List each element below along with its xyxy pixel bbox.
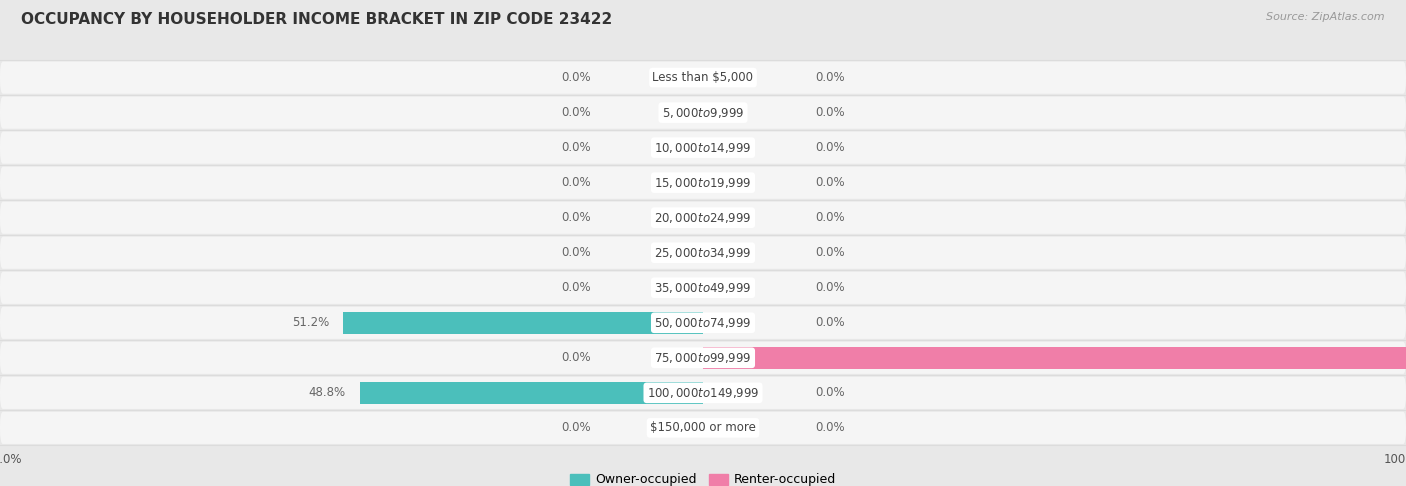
Text: 0.0%: 0.0% <box>815 106 845 119</box>
FancyBboxPatch shape <box>0 377 1406 409</box>
FancyBboxPatch shape <box>0 61 1406 94</box>
Text: 0.0%: 0.0% <box>815 281 845 294</box>
Text: 0.0%: 0.0% <box>815 141 845 154</box>
Text: $15,000 to $19,999: $15,000 to $19,999 <box>654 175 752 190</box>
Text: $10,000 to $14,999: $10,000 to $14,999 <box>654 140 752 155</box>
Bar <box>360 382 703 404</box>
Text: $75,000 to $99,999: $75,000 to $99,999 <box>654 351 752 365</box>
Text: $5,000 to $9,999: $5,000 to $9,999 <box>662 105 744 120</box>
FancyBboxPatch shape <box>0 97 1406 129</box>
FancyBboxPatch shape <box>0 307 1406 339</box>
Text: $150,000 or more: $150,000 or more <box>650 421 756 434</box>
Text: 0.0%: 0.0% <box>561 351 591 364</box>
Text: 0.0%: 0.0% <box>815 211 845 224</box>
Text: 0.0%: 0.0% <box>561 421 591 434</box>
Text: $100,000 to $149,999: $100,000 to $149,999 <box>647 386 759 400</box>
Text: 0.0%: 0.0% <box>815 71 845 84</box>
Text: 0.0%: 0.0% <box>561 281 591 294</box>
Text: 51.2%: 51.2% <box>292 316 329 330</box>
Text: $35,000 to $49,999: $35,000 to $49,999 <box>654 281 752 295</box>
FancyBboxPatch shape <box>0 342 1406 374</box>
Text: 0.0%: 0.0% <box>561 71 591 84</box>
FancyBboxPatch shape <box>0 412 1406 444</box>
Text: $20,000 to $24,999: $20,000 to $24,999 <box>654 211 752 225</box>
Text: 0.0%: 0.0% <box>815 316 845 330</box>
Text: 0.0%: 0.0% <box>815 176 845 189</box>
Text: 0.0%: 0.0% <box>815 386 845 399</box>
Text: 0.0%: 0.0% <box>561 141 591 154</box>
Text: 0.0%: 0.0% <box>815 421 845 434</box>
FancyBboxPatch shape <box>0 237 1406 269</box>
FancyBboxPatch shape <box>0 132 1406 164</box>
Text: 0.0%: 0.0% <box>561 246 591 259</box>
Text: 0.0%: 0.0% <box>561 211 591 224</box>
Text: OCCUPANCY BY HOUSEHOLDER INCOME BRACKET IN ZIP CODE 23422: OCCUPANCY BY HOUSEHOLDER INCOME BRACKET … <box>21 12 613 27</box>
Text: Less than $5,000: Less than $5,000 <box>652 71 754 84</box>
FancyBboxPatch shape <box>0 202 1406 234</box>
Text: $50,000 to $74,999: $50,000 to $74,999 <box>654 316 752 330</box>
Legend: Owner-occupied, Renter-occupied: Owner-occupied, Renter-occupied <box>565 469 841 486</box>
Text: 0.0%: 0.0% <box>561 176 591 189</box>
FancyBboxPatch shape <box>0 272 1406 304</box>
Text: Source: ZipAtlas.com: Source: ZipAtlas.com <box>1267 12 1385 22</box>
Text: 48.8%: 48.8% <box>309 386 346 399</box>
FancyBboxPatch shape <box>0 167 1406 199</box>
Text: $25,000 to $34,999: $25,000 to $34,999 <box>654 246 752 260</box>
Text: 0.0%: 0.0% <box>561 106 591 119</box>
Bar <box>343 312 703 333</box>
Text: 0.0%: 0.0% <box>815 246 845 259</box>
Bar <box>703 347 1406 369</box>
